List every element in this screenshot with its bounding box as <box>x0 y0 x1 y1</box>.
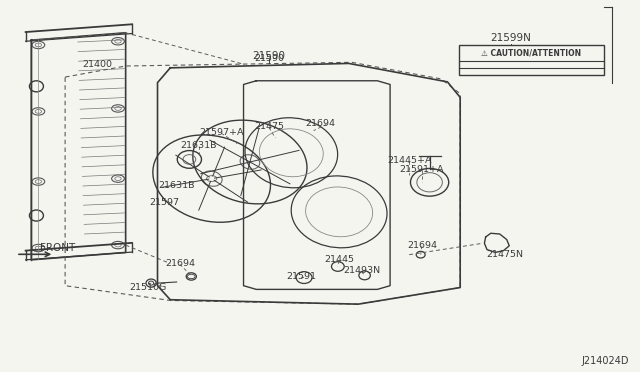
Text: 21599N: 21599N <box>491 33 532 43</box>
Text: 21597: 21597 <box>149 198 179 207</box>
Text: 21475: 21475 <box>254 122 284 131</box>
Text: FRONT: FRONT <box>40 243 75 253</box>
Text: ⚠ CAUTION/ATTENTION: ⚠ CAUTION/ATTENTION <box>481 48 582 57</box>
Text: J214024D: J214024D <box>582 356 629 366</box>
Text: 21694: 21694 <box>165 259 195 268</box>
Bar <box>459 45 604 75</box>
Text: 21475N: 21475N <box>486 250 524 259</box>
Text: 21591: 21591 <box>286 272 316 281</box>
Text: 21631B: 21631B <box>180 141 217 150</box>
Text: 21493N: 21493N <box>343 266 380 275</box>
Text: 21590: 21590 <box>254 54 284 63</box>
Text: 21631B: 21631B <box>158 182 195 190</box>
Text: 21445: 21445 <box>324 255 354 264</box>
Text: 21694: 21694 <box>407 241 437 250</box>
Text: 21694: 21694 <box>305 119 335 128</box>
Text: 21400: 21400 <box>82 60 112 69</box>
Text: 21597+A: 21597+A <box>199 128 243 137</box>
Text: 21445+A: 21445+A <box>387 155 431 165</box>
Text: 21590: 21590 <box>253 51 285 61</box>
Text: 21510G: 21510G <box>129 283 166 292</box>
Text: 21591+A: 21591+A <box>400 165 444 174</box>
